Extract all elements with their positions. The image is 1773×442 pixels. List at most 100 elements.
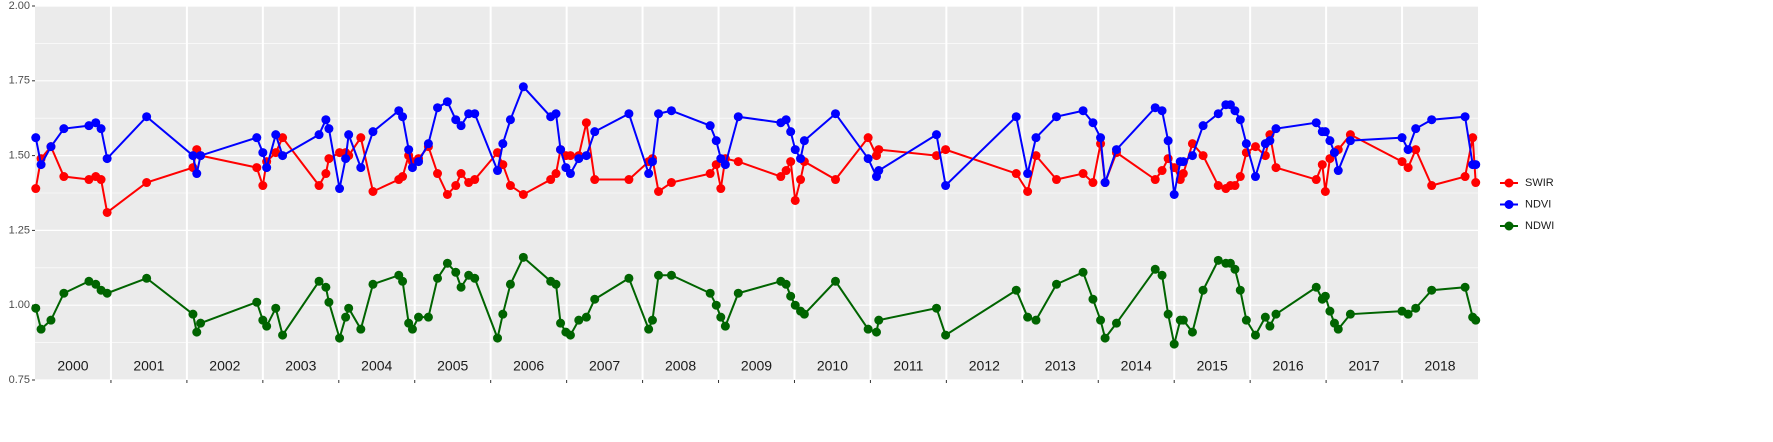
year-label: 2011 [893, 358, 923, 374]
point [581, 312, 591, 322]
year-label: 2002 [209, 358, 240, 374]
point [96, 124, 106, 134]
point [871, 327, 881, 337]
point [398, 112, 408, 122]
point [498, 309, 508, 319]
point [451, 115, 461, 125]
y-tick-label: 2.00 [9, 0, 30, 12]
point [324, 297, 334, 307]
point [407, 163, 417, 173]
point [356, 324, 366, 334]
point [1460, 282, 1470, 292]
point [1157, 270, 1167, 280]
point [451, 267, 461, 277]
point [796, 154, 806, 164]
year-label: 2017 [1349, 358, 1380, 374]
point [1325, 136, 1335, 146]
year-label: 2015 [1197, 358, 1228, 374]
point [142, 178, 152, 188]
point [518, 189, 528, 199]
point [59, 124, 69, 134]
series [31, 252, 1481, 349]
series [31, 82, 1481, 199]
point [1320, 291, 1330, 301]
point [644, 169, 654, 179]
point [91, 279, 101, 289]
point [258, 181, 268, 191]
point [252, 163, 262, 173]
point [776, 172, 786, 182]
point [1178, 315, 1188, 325]
point [581, 151, 591, 161]
point [344, 130, 354, 140]
point [863, 324, 873, 334]
point [1178, 157, 1188, 167]
point [368, 279, 378, 289]
point [1265, 321, 1275, 331]
point [1011, 169, 1021, 179]
point [711, 136, 721, 146]
point [941, 330, 951, 340]
year-label: 2000 [57, 358, 88, 374]
point [1471, 315, 1481, 325]
point [470, 273, 480, 283]
point [790, 300, 800, 310]
legend-label: SWIR [1525, 177, 1554, 189]
y-tick-label: 1.50 [9, 150, 30, 162]
point [398, 172, 408, 182]
point [142, 112, 152, 122]
point [335, 184, 345, 194]
point [624, 109, 634, 119]
point [31, 303, 41, 313]
point [1427, 285, 1437, 295]
point [1411, 303, 1421, 313]
point [344, 303, 354, 313]
year-label: 2009 [741, 358, 772, 374]
point [196, 318, 206, 328]
point [278, 133, 288, 143]
point [1317, 160, 1327, 170]
point [551, 279, 561, 289]
point [733, 157, 743, 167]
point [356, 163, 366, 173]
point [1169, 189, 1179, 199]
point [1187, 151, 1197, 161]
point [1111, 145, 1121, 155]
point [654, 109, 664, 119]
point [863, 154, 873, 164]
point [278, 151, 288, 161]
point [1271, 124, 1281, 134]
point [830, 276, 840, 286]
y-tick-label: 0.75 [9, 374, 30, 386]
point [505, 279, 515, 289]
point [404, 145, 414, 155]
year-label: 2004 [361, 358, 392, 374]
point [102, 154, 112, 164]
point [1241, 139, 1251, 149]
point [84, 121, 94, 131]
point [1271, 163, 1281, 173]
y-tick-label: 1.75 [9, 75, 30, 87]
point [1198, 151, 1208, 161]
point [565, 169, 575, 179]
point [565, 330, 575, 340]
point [324, 124, 334, 134]
point [451, 181, 461, 191]
point [1311, 282, 1321, 292]
year-label: 2007 [589, 358, 620, 374]
point [262, 163, 272, 173]
point [1198, 285, 1208, 295]
point [1100, 333, 1110, 343]
point [666, 106, 676, 116]
point [1235, 115, 1245, 125]
point [398, 276, 408, 286]
point [1100, 178, 1110, 188]
point [31, 184, 41, 194]
point [647, 315, 657, 325]
point [1150, 264, 1160, 274]
point [278, 330, 288, 340]
point [786, 157, 796, 167]
point [356, 133, 366, 143]
point [647, 157, 657, 167]
point [556, 318, 566, 328]
